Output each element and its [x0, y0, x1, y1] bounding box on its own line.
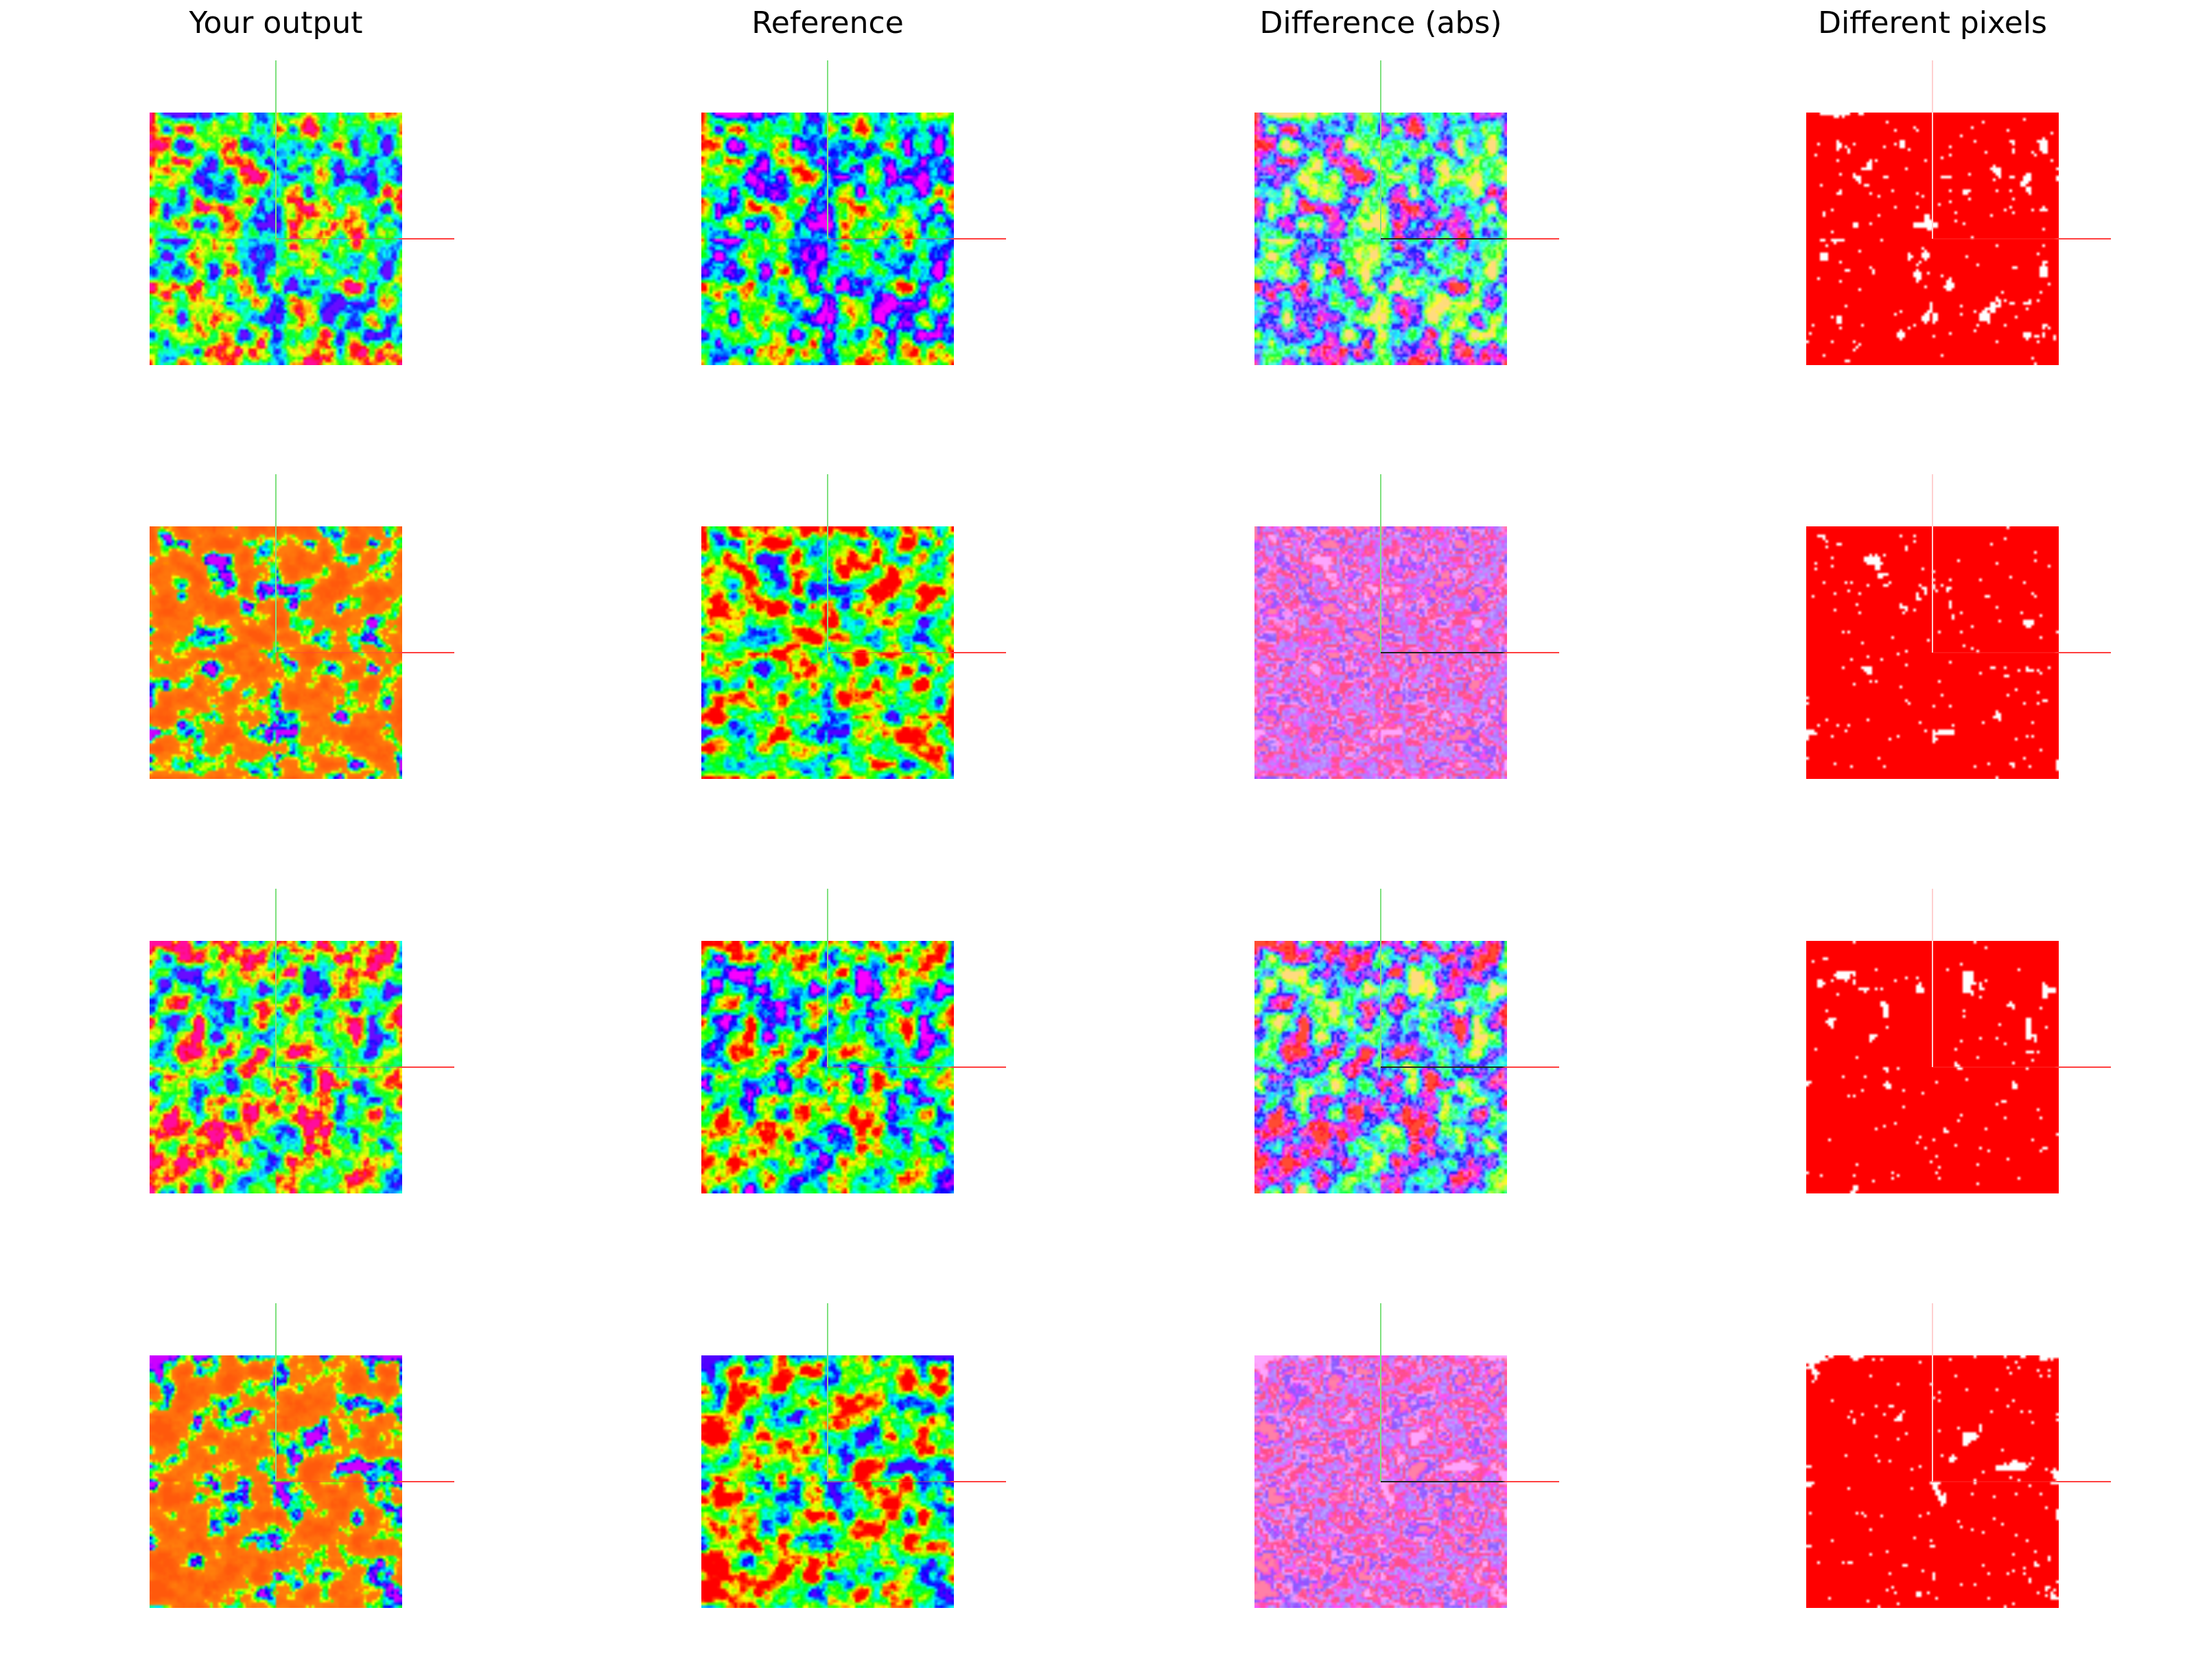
crosshair-vertical [827, 1303, 828, 1482]
crosshair-horizontal [276, 652, 454, 653]
panel-row4-reference [701, 1303, 1006, 1608]
crosshair-horizontal [828, 1066, 1006, 1068]
panel-row3-difference [1254, 889, 1559, 1193]
panel-row3-different-pixels [1806, 889, 2111, 1193]
crosshair-horizontal [276, 1481, 454, 1482]
crosshair-vertical [275, 60, 277, 239]
crosshair-horizontal [1381, 1481, 1559, 1482]
crosshair-vertical [275, 1303, 277, 1482]
crosshair-vertical [275, 474, 277, 653]
column-title-reference: Reference [751, 5, 904, 40]
crosshair-vertical [275, 889, 277, 1067]
crosshair-horizontal [828, 652, 1006, 653]
column-title-your-output: Your output [189, 5, 363, 40]
crosshair-vertical [1932, 474, 1933, 653]
panel-row2-different-pixels [1806, 474, 2111, 779]
panel-row3-output [150, 889, 454, 1193]
panel-row4-different-pixels [1806, 1303, 2111, 1608]
crosshair-horizontal [1381, 1066, 1559, 1068]
crosshair-horizontal [1932, 1066, 2111, 1068]
crosshair-vertical [1932, 60, 1933, 239]
crosshair-horizontal [276, 238, 454, 240]
crosshair-vertical [1932, 1303, 1933, 1482]
crosshair-vertical [1932, 889, 1933, 1067]
panel-row3-reference [701, 889, 1006, 1193]
panel-row1-reference [701, 60, 1006, 365]
crosshair-vertical [1380, 474, 1381, 653]
panel-row4-difference [1254, 1303, 1559, 1608]
crosshair-horizontal [1381, 652, 1559, 653]
crosshair-vertical [1380, 60, 1381, 239]
column-title-different-pixels: Different pixels [1818, 5, 2047, 40]
crosshair-horizontal [1381, 238, 1559, 240]
crosshair-horizontal [828, 1481, 1006, 1482]
panel-row2-output [150, 474, 454, 779]
crosshair-horizontal [1932, 1481, 2111, 1482]
panel-row2-difference [1254, 474, 1559, 779]
crosshair-horizontal [828, 238, 1006, 240]
panel-row1-difference [1254, 60, 1559, 365]
crosshair-horizontal [1932, 238, 2111, 240]
column-title-difference: Difference (abs) [1259, 5, 1502, 40]
panel-row4-output [150, 1303, 454, 1608]
crosshair-vertical [827, 474, 828, 653]
panel-row1-different-pixels [1806, 60, 2111, 365]
panel-row1-output [150, 60, 454, 365]
crosshair-horizontal [1932, 652, 2111, 653]
crosshair-vertical [827, 889, 828, 1067]
crosshair-vertical [1380, 1303, 1381, 1482]
crosshair-vertical [1380, 889, 1381, 1067]
panel-row2-reference [701, 474, 1006, 779]
crosshair-horizontal [276, 1066, 454, 1068]
crosshair-vertical [827, 60, 828, 239]
